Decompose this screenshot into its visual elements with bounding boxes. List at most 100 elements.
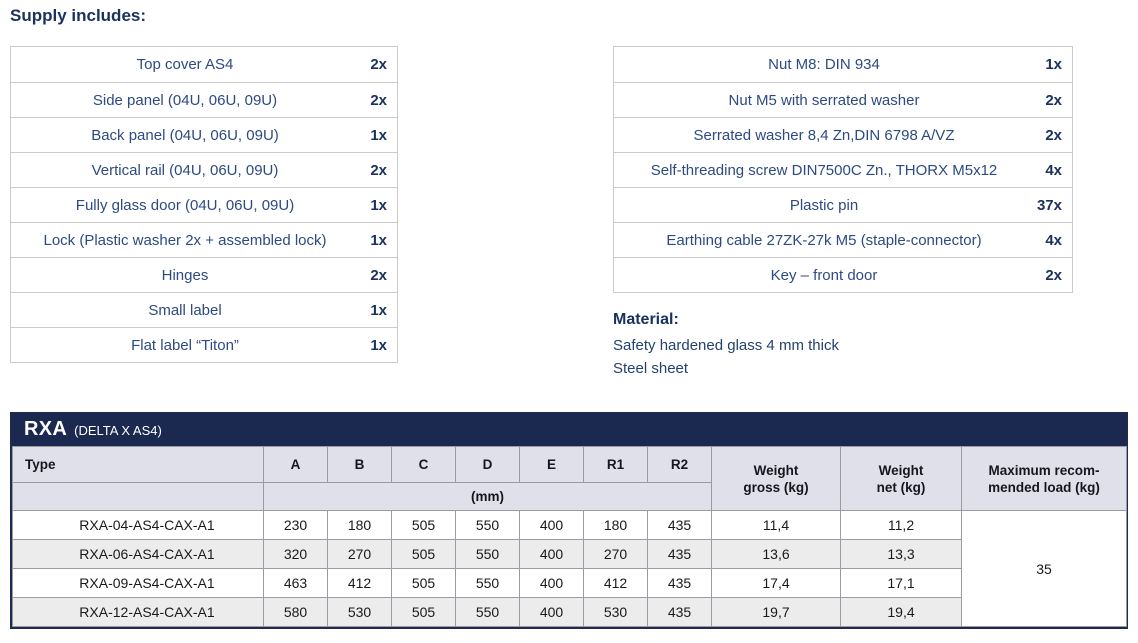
spec-cell: 435: [647, 597, 712, 627]
supply-row: Hinges 2x: [11, 257, 397, 292]
supply-item-label: Top cover AS4: [136, 56, 234, 73]
supply-item-label: Lock (Plastic washer 2x + assembled lock…: [43, 231, 327, 249]
supply-item-label: Earthing cable 27ZK-27k M5 (staple-conne…: [666, 231, 982, 249]
supply-item-qty: 2x: [1045, 91, 1062, 109]
material-line: Steel sheet: [613, 360, 689, 377]
spec-cell: 505: [391, 568, 456, 598]
supply-row: Top cover AS4 2x: [11, 47, 397, 82]
spec-cell: 412: [327, 568, 392, 598]
supply-item-qty: 1x: [370, 196, 387, 214]
spec-weight-gross-cell: 17,4: [711, 568, 841, 598]
supply-row: Side panel (04U, 06U, 09U) 2x: [11, 82, 397, 117]
spec-col-weight-net: Weight net (kg): [840, 446, 962, 511]
material-line: Safety hardened glass 4 mm thick: [613, 337, 839, 354]
spec-unit-empty-cell: [12, 482, 264, 511]
spec-cell: 400: [519, 510, 584, 540]
spec-cell: 270: [583, 539, 648, 569]
supply-item-qty: 2x: [1045, 266, 1062, 284]
supply-item-label: Hinges: [161, 266, 209, 284]
material-section: Material: Safety hardened glass 4 mm thi…: [613, 311, 839, 380]
spec-cell: 505: [391, 510, 456, 540]
supply-item-label: Serrated washer 8,4 Zn,DIN 6798 A/VZ: [693, 126, 955, 144]
spec-weight-net-cell: 13,3: [840, 539, 962, 569]
supply-row: Fully glass door (04U, 06U, 09U) 1x: [11, 187, 397, 222]
supply-item-qty: 2x: [370, 266, 387, 284]
spec-col-b: B: [327, 446, 392, 483]
supply-item-qty: 2x: [370, 56, 387, 73]
supply-item-qty: 1x: [370, 301, 387, 319]
supply-row: Serrated washer 8,4 Zn,DIN 6798 A/VZ 2x: [614, 117, 1072, 152]
spec-max-load-cell: 35: [961, 510, 1127, 627]
spec-cell: 270: [327, 539, 392, 569]
supply-item-label: Side panel (04U, 06U, 09U): [92, 91, 278, 109]
supply-item-qty: 1x: [370, 231, 387, 249]
spec-cell: 400: [519, 568, 584, 598]
spec-cell: 550: [455, 539, 520, 569]
spec-cell: 400: [519, 597, 584, 627]
supply-includes-heading: Supply includes:: [10, 6, 147, 25]
supply-item-label: Flat label “Titon”: [131, 336, 239, 354]
spec-cell: 550: [455, 597, 520, 627]
supply-row: Nut M8: DIN 934 1x: [614, 47, 1072, 82]
supply-item-qty: 37x: [1036, 196, 1062, 214]
supply-item-label: Self-threading screw DIN7500C Zn., THORX…: [650, 161, 998, 179]
spec-cell: 550: [455, 510, 520, 540]
spec-col-d: D: [455, 446, 520, 483]
spec-col-weight-gross: Weight gross (kg): [711, 446, 841, 511]
spec-cell: 400: [519, 539, 584, 569]
supply-table-right: Nut M8: DIN 934 1x Nut M5 with serrated w…: [613, 46, 1073, 293]
spec-col-a: A: [263, 446, 328, 483]
spec-cell: 435: [647, 539, 712, 569]
supply-item-qty: 2x: [1045, 126, 1062, 144]
supply-item-label: Nut M5 with serrated washer: [728, 91, 920, 109]
spec-cell: 230: [263, 510, 328, 540]
supply-item-qty: 2x: [370, 161, 387, 179]
spec-header-row: Type A B C D E R1 R2 Weight gross (kg) W…: [12, 446, 1127, 511]
supply-item-label: Vertical rail (04U, 06U, 09U): [91, 161, 279, 179]
spec-cell: 505: [391, 539, 456, 569]
spec-cell: 435: [647, 568, 712, 598]
supply-item-label: Back panel (04U, 06U, 09U): [91, 126, 279, 144]
supply-item-qty: 1x: [370, 336, 387, 354]
spec-type-cell: RXA-12-AS4-CAX-A1: [12, 597, 264, 627]
spec-col-c: C: [391, 446, 456, 483]
spec-series-title: RXA: [24, 418, 68, 440]
spec-cell: 463: [263, 568, 328, 598]
spec-cell: 530: [583, 597, 648, 627]
supply-item-label: Plastic pin: [789, 196, 859, 214]
spec-data-row: RXA-06-AS4-CAX-A1 320 270 505 550 400 27…: [12, 539, 1127, 569]
spec-cell: 435: [647, 510, 712, 540]
supply-item-qty: 2x: [370, 91, 387, 109]
supply-row: Back panel (04U, 06U, 09U) 1x: [11, 117, 397, 152]
spec-cell: 180: [327, 510, 392, 540]
spec-col-type: Type: [12, 446, 264, 483]
spec-weight-net-cell: 11,2: [840, 510, 962, 540]
supply-item-qty: 4x: [1045, 161, 1062, 179]
spec-type-cell: RXA-06-AS4-CAX-A1: [12, 539, 264, 569]
spec-cell: 550: [455, 568, 520, 598]
supply-row: Small label 1x: [11, 292, 397, 327]
spec-data-row: RXA-12-AS4-CAX-A1 580 530 505 550 400 53…: [12, 597, 1127, 627]
spec-cell: 505: [391, 597, 456, 627]
spec-col-r2: R2: [647, 446, 712, 483]
supply-item-label: Fully glass door (04U, 06U, 09U): [75, 196, 295, 214]
spec-weight-gross-cell: 19,7: [711, 597, 841, 627]
supply-table-left: Top cover AS4 2x Side panel (04U, 06U, 09…: [10, 46, 398, 363]
spec-cell: 580: [263, 597, 328, 627]
spec-unit-label: (mm): [263, 482, 712, 511]
supply-row: Key – front door 2x: [614, 257, 1072, 292]
supply-row: Plastic pin 37x: [614, 187, 1072, 222]
spec-weight-gross-cell: 11,4: [711, 510, 841, 540]
supply-item-qty: 4x: [1045, 231, 1062, 249]
supply-row: Nut M5 with serrated washer 2x: [614, 82, 1072, 117]
spec-cell: 320: [263, 539, 328, 569]
spec-type-cell: RXA-09-AS4-CAX-A1: [12, 568, 264, 598]
spec-cell: 412: [583, 568, 648, 598]
spec-col-r1: R1: [583, 446, 648, 483]
spec-weight-gross-cell: 13,6: [711, 539, 841, 569]
supply-item-label: Small label: [148, 301, 222, 319]
supply-item-label: Nut M8: DIN 934: [768, 56, 880, 73]
spec-weight-net-cell: 19,4: [840, 597, 962, 627]
spec-type-cell: RXA-04-AS4-CAX-A1: [12, 510, 264, 540]
